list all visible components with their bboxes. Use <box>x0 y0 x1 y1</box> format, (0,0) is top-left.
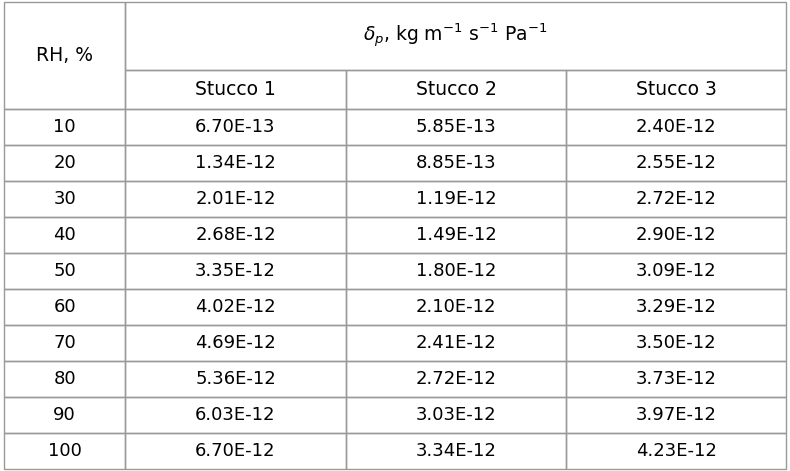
Text: 6.70E-12: 6.70E-12 <box>195 442 276 460</box>
Text: 4.23E-12: 4.23E-12 <box>636 442 717 460</box>
Text: Stucco 1: Stucco 1 <box>195 80 276 99</box>
Text: 70: 70 <box>53 333 76 352</box>
Text: 5.36E-12: 5.36E-12 <box>195 370 276 388</box>
Bar <box>4 433 125 469</box>
Bar <box>4 2 125 109</box>
Bar <box>4 325 125 361</box>
Text: 2.10E-12: 2.10E-12 <box>416 298 496 316</box>
Bar <box>125 289 346 325</box>
Bar <box>566 361 786 397</box>
Bar <box>125 325 346 361</box>
Bar <box>566 181 786 217</box>
Text: 90: 90 <box>53 406 76 423</box>
Bar <box>346 325 566 361</box>
Bar <box>346 289 566 325</box>
Bar <box>346 145 566 181</box>
Bar <box>4 252 125 289</box>
Bar <box>4 181 125 217</box>
Text: 2.40E-12: 2.40E-12 <box>636 118 717 136</box>
Text: 6.03E-12: 6.03E-12 <box>195 406 276 423</box>
Bar <box>4 145 125 181</box>
Text: 8.85E-13: 8.85E-13 <box>416 154 496 171</box>
Bar <box>346 70 566 109</box>
Text: 3.09E-12: 3.09E-12 <box>636 262 717 280</box>
Text: 80: 80 <box>53 370 76 388</box>
Text: 1.19E-12: 1.19E-12 <box>416 190 496 208</box>
Bar <box>566 109 786 145</box>
Bar <box>125 217 346 252</box>
Text: 3.34E-12: 3.34E-12 <box>416 442 496 460</box>
Text: 3.29E-12: 3.29E-12 <box>636 298 717 316</box>
Bar <box>346 181 566 217</box>
Text: 50: 50 <box>53 262 76 280</box>
Bar <box>346 109 566 145</box>
Bar <box>125 145 346 181</box>
Bar <box>125 2 786 70</box>
Text: 100: 100 <box>47 442 81 460</box>
Bar <box>4 397 125 433</box>
Bar <box>4 217 125 252</box>
Bar <box>346 433 566 469</box>
Text: 2.55E-12: 2.55E-12 <box>636 154 717 171</box>
Bar <box>346 217 566 252</box>
Bar <box>125 181 346 217</box>
Text: 4.69E-12: 4.69E-12 <box>195 333 276 352</box>
Bar <box>346 361 566 397</box>
Text: 6.70E-13: 6.70E-13 <box>195 118 276 136</box>
Text: 3.97E-12: 3.97E-12 <box>636 406 717 423</box>
Text: 2.72E-12: 2.72E-12 <box>416 370 496 388</box>
Bar <box>346 252 566 289</box>
Text: 2.01E-12: 2.01E-12 <box>195 190 276 208</box>
Bar <box>4 361 125 397</box>
Bar <box>125 433 346 469</box>
Text: 30: 30 <box>53 190 76 208</box>
Bar <box>4 109 125 145</box>
Bar <box>566 217 786 252</box>
Text: 3.03E-12: 3.03E-12 <box>416 406 496 423</box>
Text: 1.34E-12: 1.34E-12 <box>195 154 276 171</box>
Bar <box>125 109 346 145</box>
Bar <box>566 252 786 289</box>
Text: 2.41E-12: 2.41E-12 <box>416 333 496 352</box>
Bar <box>125 252 346 289</box>
Text: 1.80E-12: 1.80E-12 <box>416 262 496 280</box>
Bar <box>566 70 786 109</box>
Bar <box>566 289 786 325</box>
Text: Stucco 2: Stucco 2 <box>416 80 496 99</box>
Text: 10: 10 <box>53 118 76 136</box>
Text: 3.50E-12: 3.50E-12 <box>636 333 717 352</box>
Text: 2.68E-12: 2.68E-12 <box>195 226 276 244</box>
Text: 4.02E-12: 4.02E-12 <box>195 298 276 316</box>
Bar <box>4 289 125 325</box>
Bar <box>566 325 786 361</box>
Bar <box>125 361 346 397</box>
Bar <box>566 397 786 433</box>
Text: $\delta_p$, kg m$^{-1}$ s$^{-1}$ Pa$^{-1}$: $\delta_p$, kg m$^{-1}$ s$^{-1}$ Pa$^{-1… <box>363 22 547 50</box>
Bar <box>125 70 346 109</box>
Text: 3.35E-12: 3.35E-12 <box>195 262 276 280</box>
Bar <box>566 145 786 181</box>
Text: 5.85E-13: 5.85E-13 <box>416 118 496 136</box>
Text: Stucco 3: Stucco 3 <box>636 80 717 99</box>
Text: 20: 20 <box>53 154 76 171</box>
Bar <box>566 433 786 469</box>
Bar <box>346 397 566 433</box>
Text: 2.72E-12: 2.72E-12 <box>636 190 717 208</box>
Text: 40: 40 <box>53 226 76 244</box>
Text: 3.73E-12: 3.73E-12 <box>636 370 717 388</box>
Text: 2.90E-12: 2.90E-12 <box>636 226 717 244</box>
Text: 1.49E-12: 1.49E-12 <box>416 226 496 244</box>
Text: RH, %: RH, % <box>36 46 93 65</box>
Text: 60: 60 <box>53 298 76 316</box>
Bar <box>125 397 346 433</box>
